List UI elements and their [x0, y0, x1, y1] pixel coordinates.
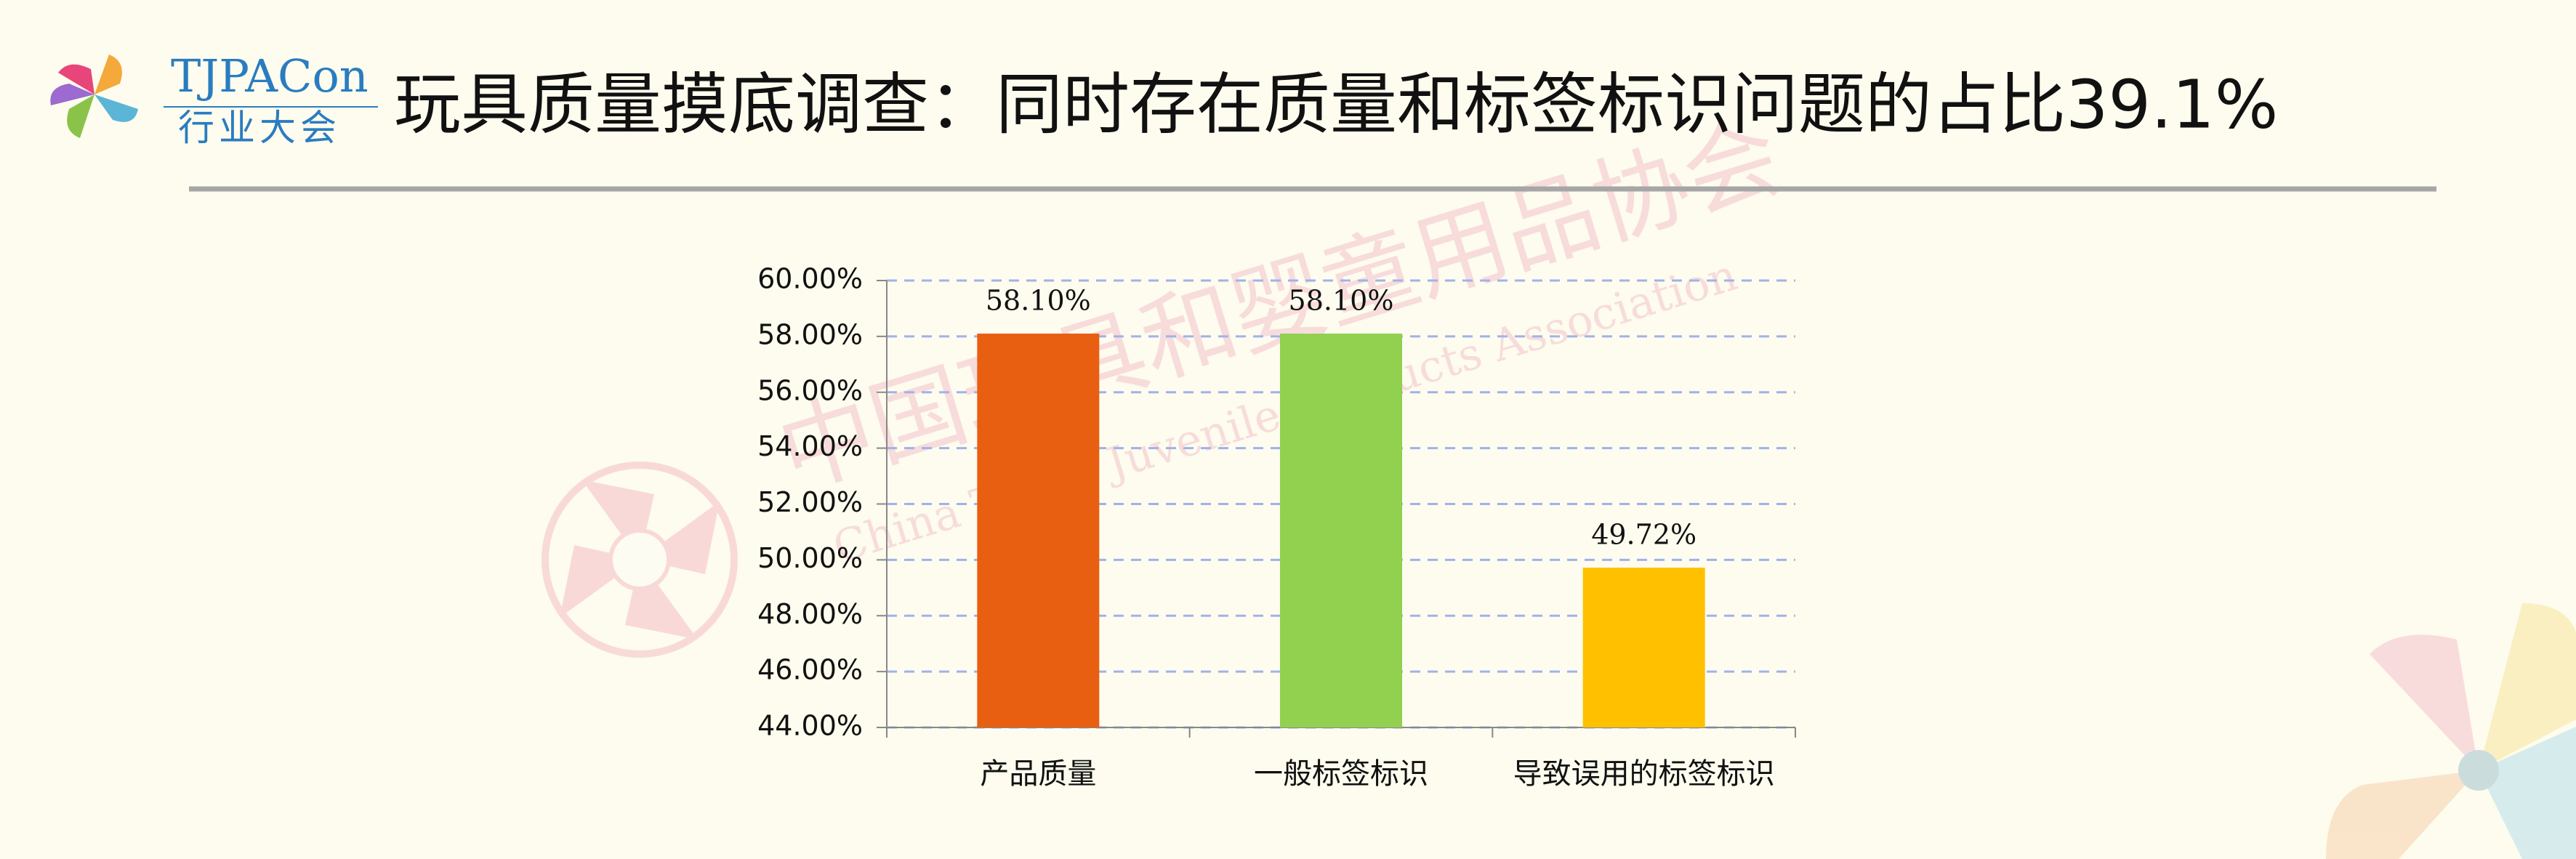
- y-tick-label: 56.00%: [757, 374, 863, 406]
- watermark-logo: [542, 461, 738, 658]
- x-tick-label: 产品质量: [980, 757, 1096, 791]
- bar: [977, 334, 1100, 727]
- y-tick-label: 58.00%: [757, 318, 863, 350]
- x-tick-label: 导致误用的标签标识: [1513, 757, 1775, 791]
- y-tick-label: 54.00%: [757, 430, 863, 462]
- x-tick-label: 一般标签标识: [1254, 757, 1428, 791]
- logo-subtext: 行业大会: [178, 107, 341, 149]
- y-tick-label: 50.00%: [757, 542, 863, 574]
- logo-mark: [50, 55, 138, 138]
- decoration: [2326, 603, 2576, 859]
- slide-title: 玩具质量摸底调查：同时存在质量和标签标识问题的占比39.1%: [394, 65, 2278, 143]
- bar: [1582, 568, 1705, 727]
- value-label: 58.10%: [986, 285, 1091, 317]
- y-tick-label: 60.00%: [757, 263, 863, 295]
- y-tick-label: 44.00%: [757, 710, 863, 742]
- value-label: 49.72%: [1591, 519, 1696, 551]
- logo-text: TJPACon: [171, 49, 369, 102]
- y-tick-label: 46.00%: [757, 654, 863, 686]
- value-label: 58.10%: [1289, 285, 1394, 317]
- y-tick-label: 48.00%: [757, 598, 863, 630]
- bar: [1280, 334, 1402, 727]
- y-tick-label: 52.00%: [757, 486, 863, 518]
